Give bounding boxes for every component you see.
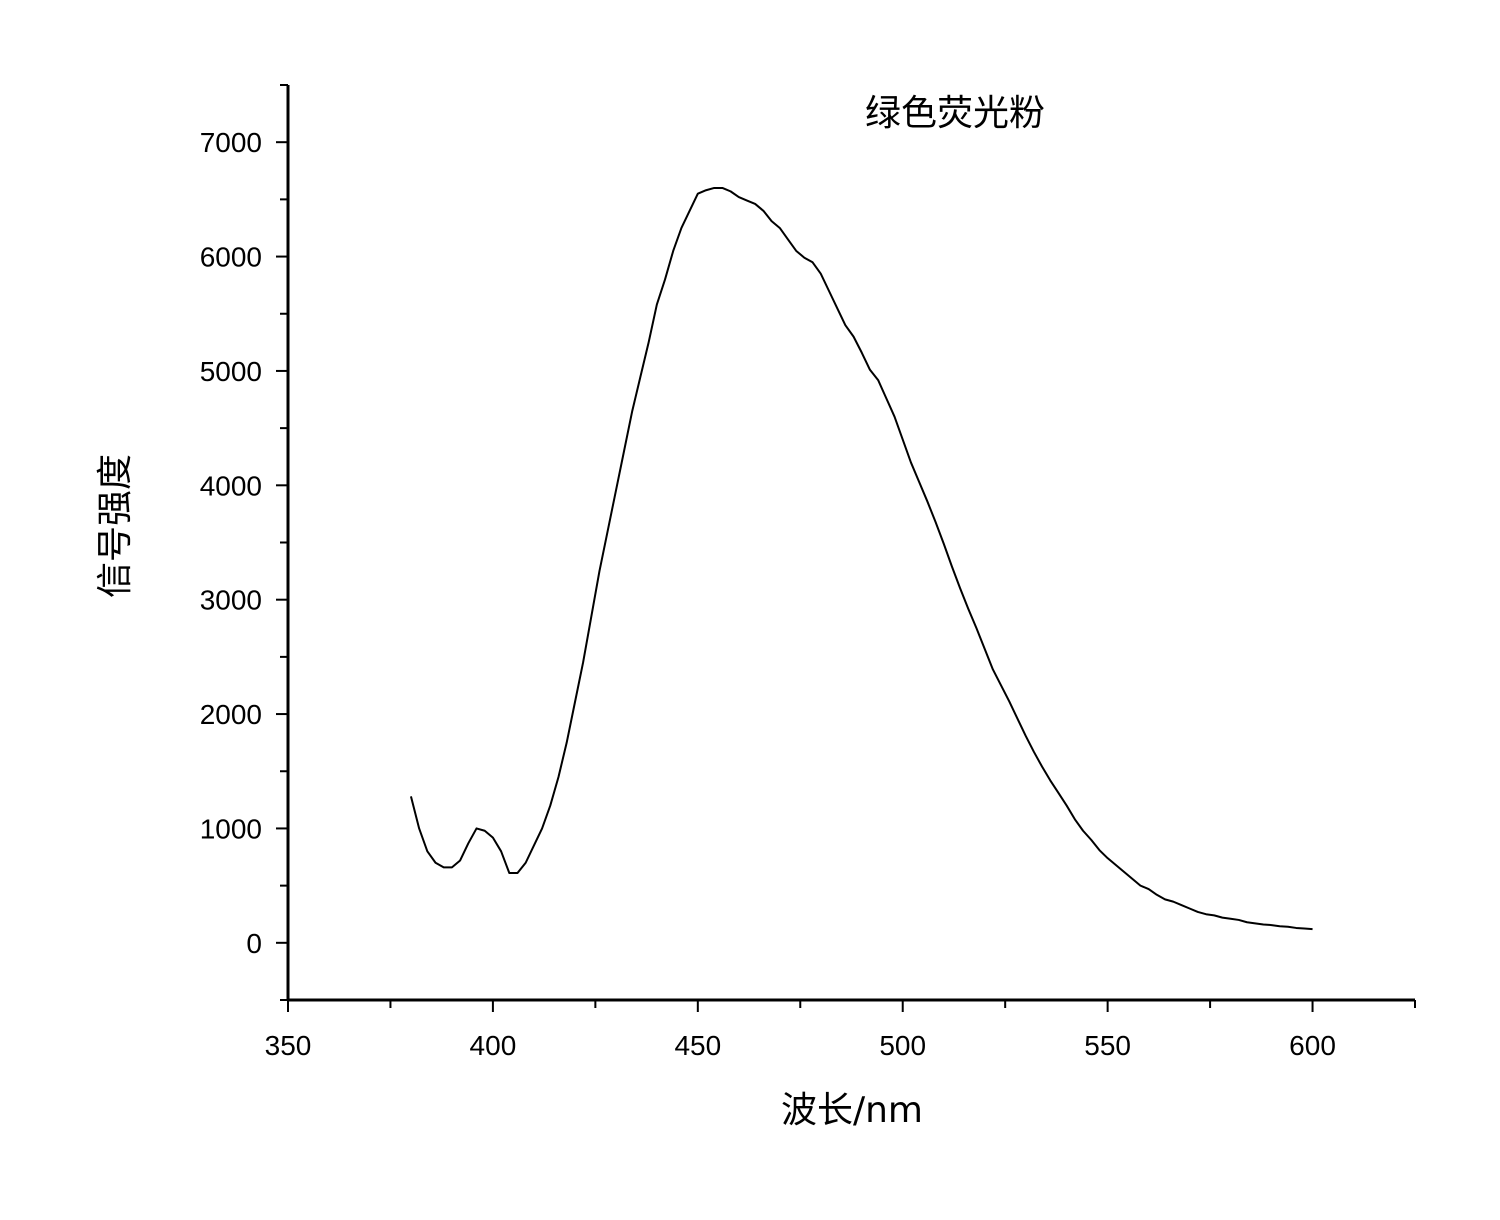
y-tick-label: 7000 [200,127,262,158]
y-tick-label: 3000 [200,585,262,616]
y-tick-label: 2000 [200,699,262,730]
y-tick-label: 1000 [200,813,262,844]
plot-area: 350 400 450 500 550 600 0 1000 2000 3000 4000 5000… [200,84,1416,1061]
x-axis-title: 波长/nm [781,1090,923,1131]
y-tick-label: 0 [246,928,262,959]
y-tick-label: 5000 [200,356,262,387]
x-tick-label: 400 [470,1030,517,1061]
x-tick-label: 600 [1289,1030,1336,1061]
series-layer [409,186,1313,931]
series-line [409,186,1313,931]
y-tick-label: 6000 [200,242,262,273]
x-tick-label: 500 [879,1030,926,1061]
y-tick-label: 4000 [200,470,262,501]
x-tick-label: 550 [1084,1030,1131,1061]
y-axis-title: 信号强度 [95,454,136,598]
chart-title: 绿色荧光粉 [865,93,1045,134]
x-axis-ticks: 350 400 450 500 550 600 [265,1000,1416,1061]
y-axis-ticks: 0 1000 2000 3000 4000 5000 6000 7000 [200,84,288,1001]
x-tick-label: 350 [265,1030,312,1061]
x-tick-label: 450 [674,1030,721,1061]
